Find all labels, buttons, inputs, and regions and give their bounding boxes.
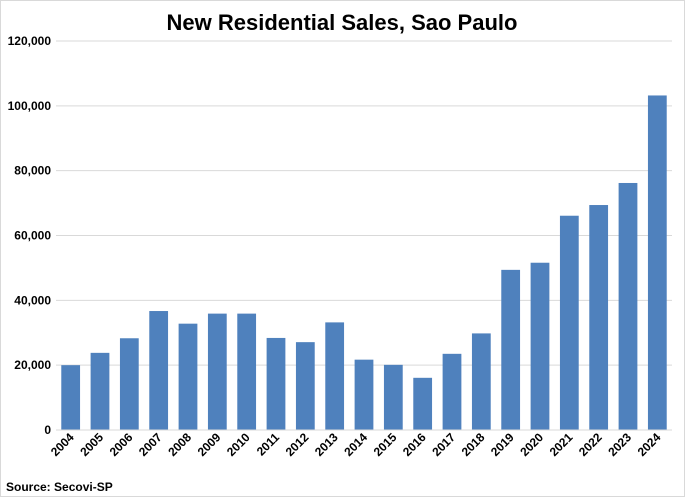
bar-2019 (501, 269, 521, 430)
x-tick-label: 2005 (77, 430, 106, 459)
y-tick-label: 40,000 (14, 293, 51, 307)
bar-2021 (559, 215, 579, 430)
x-tick-label: 2015 (371, 430, 400, 459)
bar-2024 (647, 95, 667, 431)
x-tick-label: 2004 (48, 430, 77, 459)
x-tick-label: 2016 (400, 430, 429, 459)
bar-2004 (61, 365, 81, 430)
x-tick-label: 2017 (429, 430, 458, 459)
bar-2007 (149, 311, 169, 430)
x-tick-label: 2021 (547, 430, 576, 459)
bar-2006 (119, 338, 139, 430)
bar-2015 (383, 364, 403, 430)
x-tick-label: 2013 (312, 430, 341, 459)
bar-2017 (442, 353, 462, 430)
x-tick-label: 2020 (517, 430, 546, 459)
bar-2016 (413, 377, 433, 430)
bar-2005 (90, 352, 110, 430)
x-axis-ticks: 2004 2005 2006 2007 2008 2009 2010 2011 2012 2013… (48, 430, 664, 459)
bars (61, 95, 667, 431)
gridlines (56, 40, 672, 366)
y-axis-ticks: 0 20,000 40,000 60,000 80,000 100,000 120,000 (8, 34, 52, 437)
x-tick-label: 2012 (283, 430, 312, 459)
x-tick-label: 2009 (195, 430, 224, 459)
y-tick-label: 100,000 (8, 99, 52, 113)
x-tick-label: 2011 (254, 430, 283, 459)
y-tick-label: 120,000 (8, 34, 52, 48)
source-note: Source: Secovi-SP (6, 480, 113, 494)
y-tick-label: 0 (44, 423, 51, 437)
x-tick-label: 2023 (605, 430, 634, 459)
x-tick-label: 2010 (224, 430, 253, 459)
x-tick-label: 2022 (576, 430, 605, 459)
bar-2012 (295, 342, 315, 430)
bar-2011 (266, 337, 286, 430)
bar-2013 (325, 322, 345, 430)
bar-2018 (471, 333, 491, 430)
x-tick-label: 2008 (165, 430, 194, 459)
bar-2023 (618, 182, 638, 430)
bar-2010 (237, 313, 257, 430)
y-tick-label: 60,000 (14, 229, 51, 243)
chart-title: New Residential Sales, Sao Paulo (167, 10, 518, 35)
y-tick-label: 80,000 (14, 164, 51, 178)
x-tick-label: 2024 (635, 430, 664, 459)
x-tick-label: 2007 (136, 430, 165, 459)
bar-2020 (530, 262, 550, 430)
bar-2009 (207, 313, 227, 430)
bar-2022 (589, 205, 609, 430)
x-tick-label: 2014 (341, 430, 370, 459)
bar-2008 (178, 323, 198, 430)
bar-2014 (354, 359, 374, 430)
x-tick-label: 2019 (488, 430, 517, 459)
x-tick-label: 2006 (107, 430, 136, 459)
x-tick-label: 2018 (459, 430, 488, 459)
y-tick-label: 20,000 (14, 358, 51, 372)
